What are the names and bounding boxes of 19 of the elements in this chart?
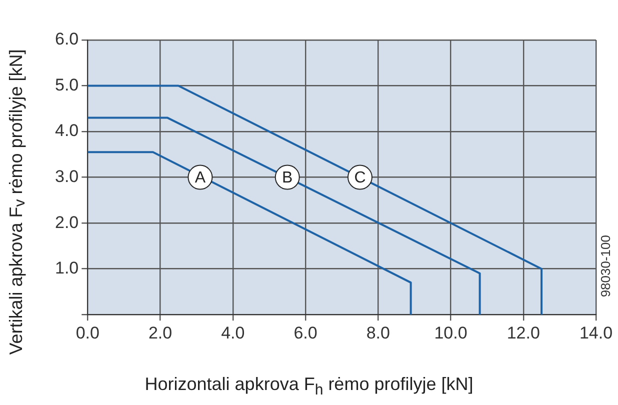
x-tick-label: 6.0 — [294, 323, 318, 342]
x-tick-label: 4.0 — [221, 323, 245, 342]
annotation: C — [354, 170, 366, 187]
y-tick-label: 3.0 — [54, 166, 79, 186]
x-tick-label: 10.0 — [434, 323, 468, 342]
y-tick-label: 2.0 — [54, 212, 79, 232]
y-tick-label: 6.0 — [54, 30, 79, 49]
text: 98030-100 — [598, 235, 613, 298]
x-axis-title: Horizontali apkrova F$_{h}$ rėmo profilyje [kN] — [144, 374, 474, 399]
x-tick-label: 14.0 — [579, 323, 613, 342]
annotation: B — [282, 170, 293, 187]
x-tick-label: 8.0 — [366, 323, 390, 342]
y-tick-label: 5.0 — [54, 75, 79, 94]
y-tick-label: 4.0 — [54, 121, 79, 140]
x-tick-label: 0.0 — [76, 323, 100, 342]
x-tick-label: 12.0 — [506, 323, 540, 342]
annotation: A — [194, 170, 206, 187]
x-tick-label: 2.0 — [148, 323, 172, 342]
y-tick-label: 1.0 — [54, 258, 79, 278]
